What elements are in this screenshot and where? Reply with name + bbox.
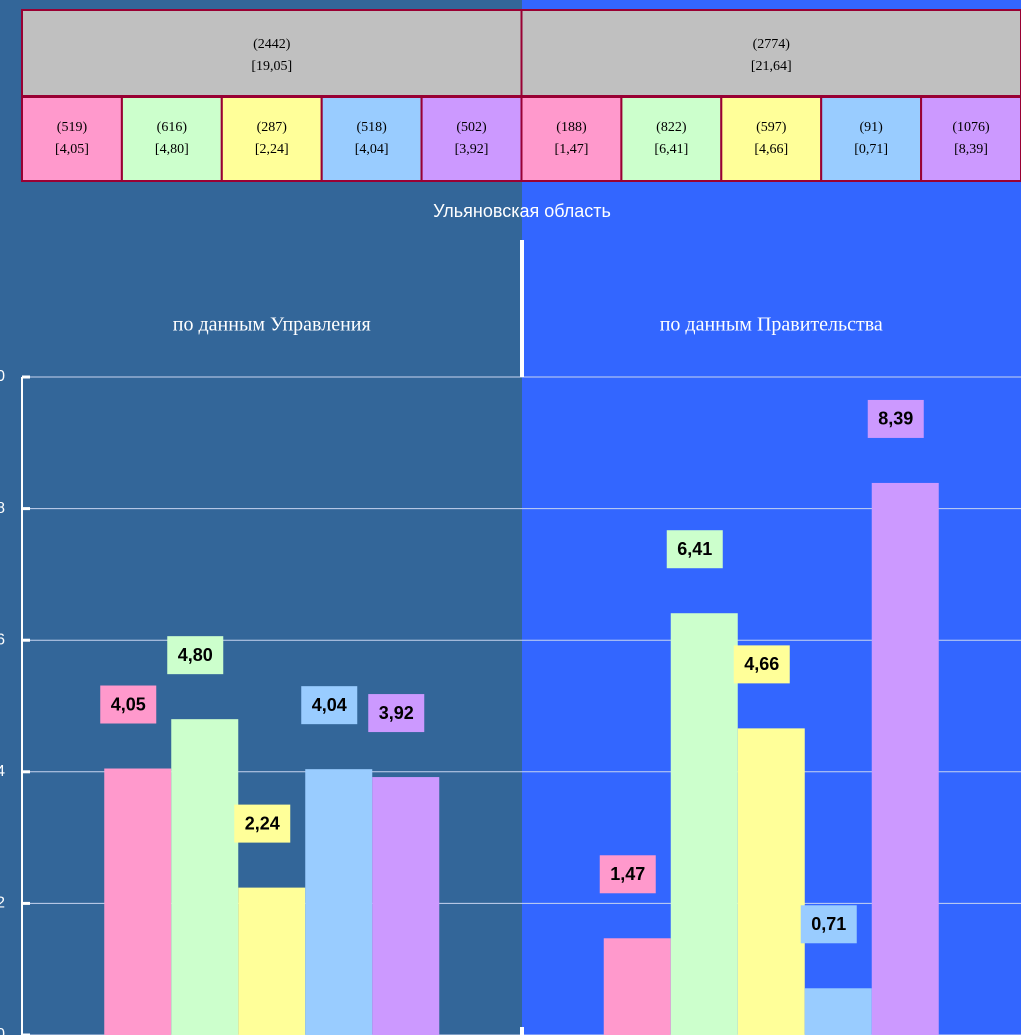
cell-count: (519) <box>57 120 88 135</box>
value-label: 1,47 <box>610 864 645 884</box>
cell-count: (188) <box>556 120 587 135</box>
value-label: 3,92 <box>379 703 414 723</box>
bar <box>372 777 440 1035</box>
share-cell <box>920 96 1021 182</box>
total-cell <box>520 9 1021 97</box>
value-label: 0,71 <box>811 914 846 934</box>
value-label-box <box>368 694 425 733</box>
value-label: 4,80 <box>178 645 213 665</box>
y-tick-label: 8 <box>0 500 5 517</box>
cell-count: (616) <box>157 120 188 135</box>
bar <box>305 769 373 1035</box>
value-label: 2,24 <box>245 813 280 833</box>
cell-count: (287) <box>257 120 288 135</box>
category-label: по данным Правительства <box>660 314 883 336</box>
total-share: [21,64] <box>751 59 792 74</box>
cell-share: [8,39] <box>954 142 988 157</box>
value-label-box <box>100 685 157 724</box>
value-label-box <box>301 686 358 725</box>
cell-count: (91) <box>859 120 883 135</box>
y-tick-label: 4 <box>0 763 5 780</box>
cell-share: [1,47] <box>555 142 589 157</box>
bar <box>104 768 172 1035</box>
cell-count: (518) <box>356 120 387 135</box>
bar <box>238 887 306 1035</box>
bar <box>603 938 671 1035</box>
share-cell <box>720 96 823 182</box>
total-count: (2442) <box>253 37 291 52</box>
cell-count: (822) <box>656 120 687 135</box>
cell-share: [2,24] <box>255 142 289 157</box>
value-label: 4,04 <box>312 695 347 715</box>
y-tick-label: 6 <box>0 631 5 648</box>
y-tick-label: 10 <box>0 368 5 385</box>
share-cell <box>820 96 923 182</box>
chart-title: Ульяновская область <box>433 201 611 221</box>
cell-count: (597) <box>756 120 787 135</box>
bar <box>871 482 939 1035</box>
bar <box>670 613 738 1035</box>
bar <box>737 728 805 1035</box>
share-cell <box>620 96 723 182</box>
value-label: 4,05 <box>111 694 146 714</box>
value-label: 8,39 <box>878 409 913 429</box>
cell-share: [4,80] <box>155 142 189 157</box>
cell-count: (1076) <box>952 120 990 135</box>
value-label-box <box>800 905 857 944</box>
cell-share: [6,41] <box>654 142 688 157</box>
value-label-box <box>599 855 656 894</box>
share-cell <box>21 96 123 182</box>
cell-count: (502) <box>456 120 487 135</box>
share-cell <box>520 96 623 182</box>
cell-share: [4,05] <box>55 142 89 157</box>
share-cell <box>320 96 423 182</box>
bar <box>804 988 872 1035</box>
y-tick-label: 0 <box>0 1026 5 1035</box>
share-cell <box>220 96 323 182</box>
bar <box>171 719 239 1035</box>
value-label: 6,41 <box>677 539 712 559</box>
value-label: 4,66 <box>744 654 779 674</box>
value-label-box <box>867 399 924 438</box>
cell-share: [4,04] <box>355 142 389 157</box>
share-cell <box>120 96 223 182</box>
y-tick-label: 2 <box>0 895 5 912</box>
cell-share: [3,92] <box>455 142 489 157</box>
cell-share: [4,66] <box>754 142 788 157</box>
total-cell <box>21 9 523 97</box>
value-label-box <box>234 804 291 843</box>
value-label-box <box>666 530 723 569</box>
value-label-box <box>167 636 224 675</box>
value-label-box <box>733 645 790 684</box>
total-count: (2774) <box>753 37 791 52</box>
category-label: по данным Управления <box>173 314 371 336</box>
share-cell <box>420 96 523 182</box>
cell-share: [0,71] <box>854 142 888 157</box>
total-share: [19,05] <box>251 59 292 74</box>
